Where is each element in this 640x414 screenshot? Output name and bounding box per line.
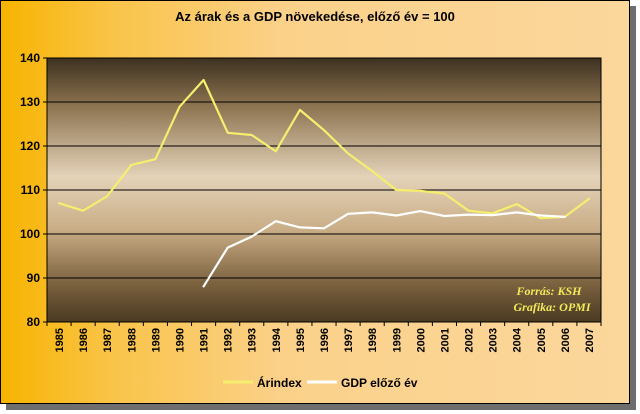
x-tick-label: 1993 [247,328,259,352]
x-tick-label: 1999 [391,328,403,352]
x-tick-label: 2001 [439,328,451,352]
x-tick-label: 1994 [271,327,283,352]
credit-annotation: Grafika: OPMI [514,300,592,314]
y-tick-label: 80 [27,315,41,329]
x-tick-label: 1987 [102,328,114,352]
x-axis: 1985 1986 1987 1988 1989 1990 1991 1992 1993 1994… [46,322,602,352]
line-chart: Az árak és a GDP növekedése, előző év = … [20,9,602,390]
x-tick-label: 2004 [512,327,524,352]
x-tick-label: 2006 [560,328,572,352]
x-tick-label: 1996 [319,328,331,352]
source-annotation: Forrás: KSH [515,284,582,298]
y-tick-label: 100 [20,227,40,241]
x-tick-label: 2002 [464,328,476,352]
x-tick-label: 1986 [78,328,90,352]
series-line-gdp [202,210,567,288]
x-tick-label: 1997 [343,328,355,352]
x-tick-label: 1991 [199,328,211,352]
y-tick-label: 120 [20,139,40,153]
grid-lines [47,101,601,279]
x-tick-label: 1989 [150,328,162,352]
y-tick-label: 140 [20,51,40,65]
x-tick-label: 1995 [295,328,307,352]
legend-label-arindex: Árindex [257,375,302,390]
x-tick-label: 2000 [415,328,427,352]
x-tick-label: 2003 [488,328,500,352]
legend: Árindex GDP előző év [223,375,418,390]
series-line-arindex [57,78,591,220]
y-tick-label: 130 [20,95,40,109]
x-tick-label: 2007 [584,328,596,352]
chart-frame: Az árak és a GDP növekedése, előző év = … [0,0,630,404]
series-layer [57,78,591,288]
legend-label-gdp: GDP előző év [341,376,418,390]
chart-title: Az árak és a GDP növekedése, előző év = … [175,9,455,24]
x-tick-label: 1985 [54,328,66,352]
y-tick-label: 90 [27,271,41,285]
y-tick-label: 110 [21,183,41,197]
x-tick-label: 1990 [174,328,186,352]
x-tick-label: 1988 [126,328,138,352]
y-axis: 80 90 100 110 120 130 140 [20,51,47,329]
x-tick-label: 1998 [367,328,379,352]
x-tick-label: 2005 [536,328,548,352]
x-tick-label: 1992 [223,328,235,352]
